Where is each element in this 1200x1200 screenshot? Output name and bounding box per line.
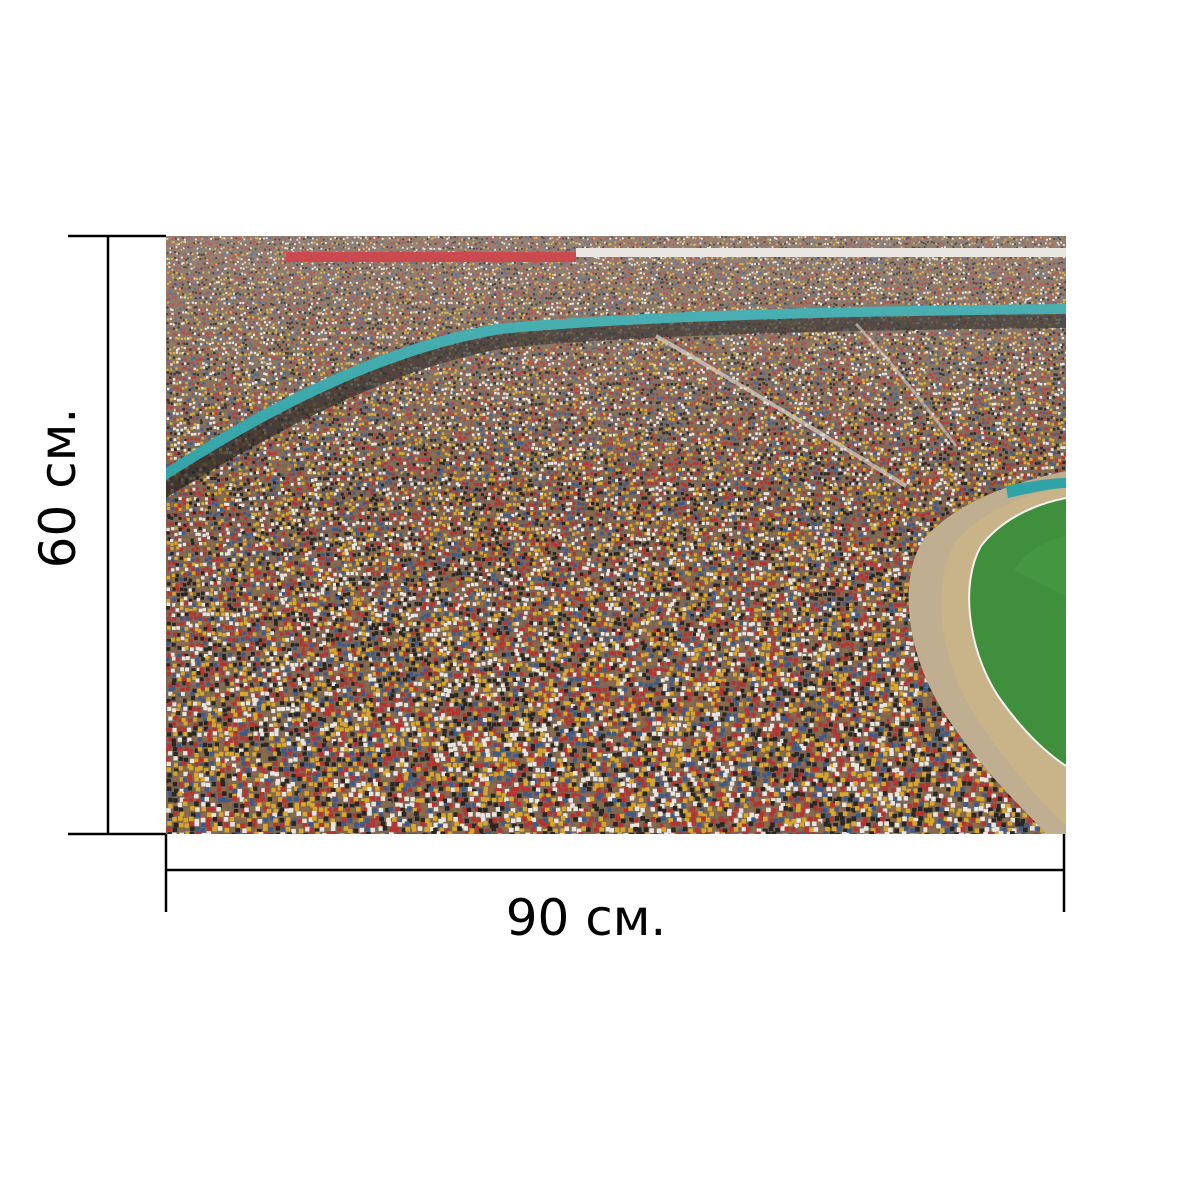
width-dimension-label: 90 см. bbox=[486, 888, 686, 948]
pitch-stripe bbox=[1014, 536, 1066, 596]
stadium-crowd-image bbox=[166, 236, 1066, 834]
stadium-crowd-photo bbox=[166, 236, 1066, 834]
pitch-ad-board bbox=[1006, 478, 1066, 498]
height-dimension-label: 60 см. bbox=[28, 388, 88, 588]
pitch-edge-line bbox=[968, 497, 1066, 767]
